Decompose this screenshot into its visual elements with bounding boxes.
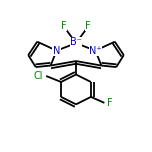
Text: B⁻: B⁻ bbox=[70, 37, 82, 47]
Text: N: N bbox=[53, 46, 60, 56]
Text: F: F bbox=[107, 98, 113, 108]
Text: F: F bbox=[61, 21, 67, 31]
Text: N⁺: N⁺ bbox=[89, 46, 102, 56]
Text: F: F bbox=[85, 21, 91, 31]
Text: Cl: Cl bbox=[34, 71, 43, 81]
